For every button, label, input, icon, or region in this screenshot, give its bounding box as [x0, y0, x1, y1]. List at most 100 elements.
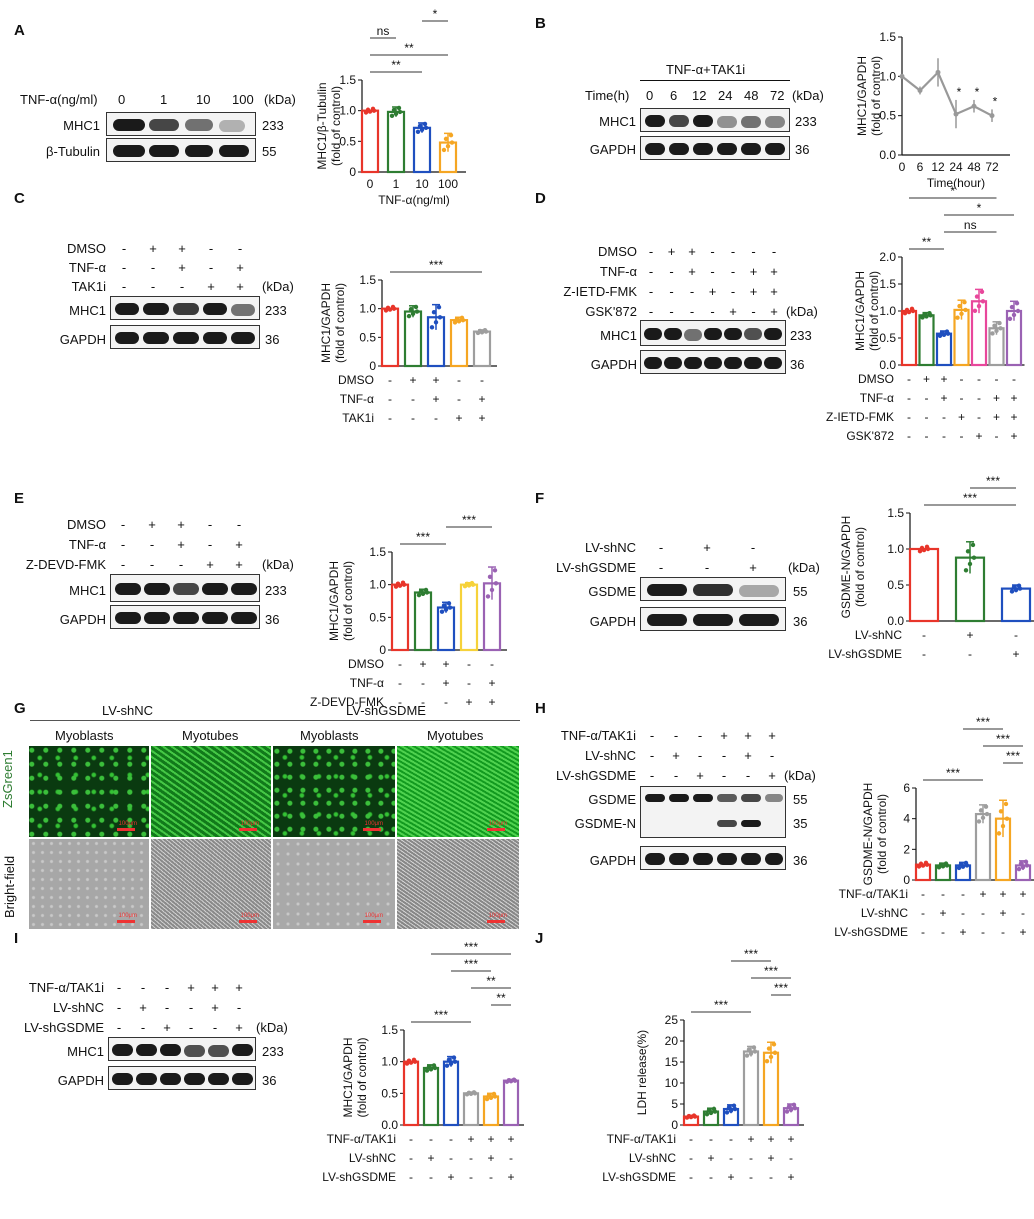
- condition-sign: -: [769, 748, 775, 763]
- bar-chart-a: 0 0.5 1.0 1.5 MHC1/β-Tubulin (fold of control…: [315, 7, 466, 207]
- condition-sign: -: [421, 676, 425, 690]
- condition-sign: +: [432, 373, 439, 387]
- lane-label: 100: [232, 92, 254, 107]
- y-axis-label: (fold of control): [329, 86, 343, 166]
- condition-sign: -: [981, 906, 985, 920]
- condition-sign: +: [744, 728, 752, 743]
- condition-row-label: DMSO: [348, 657, 384, 671]
- condition-row-label: Z-IETD-FMK: [826, 410, 894, 424]
- condition-sign: -: [729, 1132, 733, 1146]
- y-tick-label: 0.5: [887, 578, 904, 592]
- replicate-point: [984, 811, 990, 817]
- condition-sign: +: [959, 925, 966, 939]
- condition-sign: -: [977, 391, 981, 405]
- condition-sign: -: [120, 537, 126, 552]
- significance-mark: **: [496, 991, 506, 1005]
- scale-label: 100μm: [118, 821, 137, 827]
- x-tick-label: 72: [985, 160, 999, 174]
- y-axis-label: (fold of control): [341, 561, 355, 641]
- y-tick-label: 0.5: [381, 1086, 398, 1100]
- y-tick-label: 0.5: [339, 134, 356, 148]
- x-tick-label: 10: [415, 177, 429, 191]
- replicate-point: [1016, 866, 1022, 872]
- replicate-point: [1023, 859, 1029, 864]
- y-axis-label: GSDME-N/GAPDH: [861, 783, 875, 886]
- replicate-point: [974, 294, 980, 299]
- condition-sign: +: [787, 1170, 794, 1184]
- replicate-point: [706, 1108, 712, 1113]
- condition-sign: -: [409, 1170, 413, 1184]
- replicate-point: [439, 609, 445, 614]
- replicate-point: [452, 1059, 458, 1064]
- condition-sign: -: [179, 279, 185, 294]
- replicate-point: [451, 1055, 457, 1060]
- condition-sign: -: [925, 429, 929, 443]
- bar: [449, 319, 469, 368]
- condition-sign: +: [749, 264, 758, 279]
- condition-sign: -: [429, 1132, 433, 1146]
- condition-sign: +: [447, 1170, 454, 1184]
- y-tick-label: 1.0: [359, 302, 376, 316]
- blot-strip: [110, 605, 260, 629]
- replicate-point: [365, 107, 371, 112]
- blot-row-label: MHC1: [67, 1044, 104, 1059]
- replicate-point: [792, 1106, 798, 1111]
- row-label-zsgreen: ZsGreen1: [0, 750, 15, 808]
- scale-label: 100μm: [364, 913, 383, 919]
- y-tick-label: 0: [349, 165, 356, 179]
- replicate-point: [437, 315, 443, 320]
- y-tick-label: 0: [379, 643, 386, 657]
- condition-sign: +: [177, 517, 185, 532]
- condition-sign: -: [922, 628, 926, 642]
- x-tick-label: 0: [367, 177, 374, 191]
- replicate-point: [904, 307, 910, 313]
- condition-sign: +: [729, 304, 737, 319]
- bar: [360, 109, 380, 174]
- panel-label-g: G: [14, 700, 26, 717]
- condition-sign: -: [467, 676, 471, 690]
- condition-sign: +: [442, 676, 449, 690]
- bar: [442, 1060, 460, 1127]
- replicate-point: [1018, 861, 1024, 866]
- condition-sign: -: [689, 1132, 693, 1146]
- condition-sign: -: [1001, 925, 1005, 939]
- condition-sign: -: [398, 695, 402, 709]
- condition-sign: +: [975, 429, 982, 443]
- replicate-point: [704, 1112, 710, 1117]
- condition-sign: -: [469, 1170, 473, 1184]
- bar-chart-f: 0.0 0.5 1.0 1.5 GSDME-N/GAPDH (fold of contro…: [828, 474, 1034, 661]
- replicate-point: [967, 561, 973, 567]
- condition-sign: -: [751, 304, 756, 319]
- condition-sign: -: [921, 925, 925, 939]
- significance-mark: *: [975, 85, 980, 99]
- condition-sign: +: [727, 1170, 734, 1184]
- condition-sign: +: [770, 284, 778, 299]
- y-tick-label: 1.5: [381, 1023, 398, 1037]
- kda-value: 36: [793, 614, 808, 629]
- blot-row-label: β-Tubulin: [46, 144, 100, 159]
- significance-mark: *: [950, 184, 955, 198]
- condition-sign: -: [237, 241, 243, 256]
- replicate-point: [919, 545, 925, 551]
- condition-row-label: LV-shGSDME: [602, 1170, 676, 1184]
- replicate-point: [959, 311, 964, 317]
- condition-sign: -: [429, 1170, 433, 1184]
- blot-strip: [110, 574, 260, 602]
- replicate-point: [726, 1105, 732, 1110]
- condition-sign: -: [749, 1151, 753, 1165]
- group-label: LV-shNC: [102, 703, 154, 718]
- condition-sign: -: [673, 728, 679, 743]
- condition-sign: -: [649, 728, 655, 743]
- condition-row-label: TNF-α/TAK1i: [28, 980, 104, 995]
- condition-sign: +: [465, 695, 472, 709]
- blot-strip: [106, 112, 256, 136]
- condition-sign: +: [720, 728, 728, 743]
- replicate-point: [1003, 801, 1009, 807]
- replicate-point: [971, 555, 977, 560]
- replicate-point: [431, 1063, 437, 1068]
- lane-label: 1: [160, 92, 168, 107]
- y-tick-label: 0: [369, 359, 376, 373]
- condition-sign: -: [669, 284, 674, 299]
- replicate-point: [419, 127, 425, 133]
- replicate-point: [406, 313, 412, 319]
